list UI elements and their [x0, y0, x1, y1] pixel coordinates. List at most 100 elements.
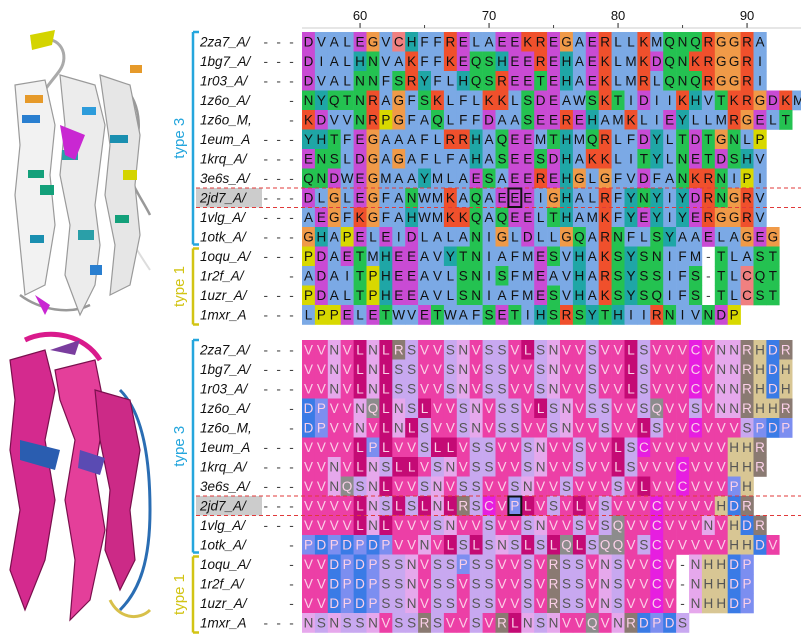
residue-letter: S — [356, 616, 365, 631]
residue-cell — [495, 437, 509, 458]
residue-cell — [650, 359, 664, 380]
residue-cell — [663, 90, 677, 111]
residue-cell — [469, 227, 483, 247]
residue-cell — [637, 51, 651, 72]
residue-letter: V — [510, 518, 519, 533]
residue-letter: W — [341, 171, 354, 186]
residue-letter: R — [549, 557, 559, 572]
residue-letter: N — [394, 401, 404, 416]
residue-letter: R — [703, 35, 713, 50]
residue-cell — [611, 149, 625, 169]
residue-letter: D — [329, 596, 339, 611]
sequence-label: 1uzr_A/ — [200, 288, 248, 303]
residue-cell — [663, 207, 677, 228]
residue-letter: S — [549, 288, 558, 303]
residue-cell — [766, 340, 780, 360]
residue-cell — [547, 266, 561, 286]
residue-letter: N — [729, 401, 739, 416]
residue-cell — [547, 207, 561, 228]
residue-letter: C — [691, 362, 701, 377]
residue-cell — [766, 379, 780, 399]
residue-cell — [495, 90, 509, 111]
residue-cell — [521, 379, 535, 399]
residue-letter: C — [484, 499, 494, 514]
residue-letter: A — [459, 230, 468, 245]
residue-letter: N — [458, 362, 468, 377]
residue-cell — [443, 266, 458, 286]
residue-letter: S — [575, 596, 584, 611]
residue-letter: L — [356, 308, 364, 323]
residue-cell — [302, 207, 316, 228]
residue-cell — [456, 71, 470, 91]
residue-letter: V — [678, 362, 687, 377]
residue-letter: V — [614, 401, 623, 416]
residue-cell — [521, 129, 535, 150]
residue-cell — [689, 457, 703, 477]
residue-cell — [392, 359, 406, 380]
residue-letter: G — [729, 74, 740, 89]
residue-letter: V — [704, 401, 713, 416]
residue-cell — [611, 359, 625, 380]
residue-cell — [521, 437, 535, 458]
residue-letter: G — [393, 93, 404, 108]
residue-letter: R — [755, 440, 765, 455]
residue-cell — [689, 246, 703, 267]
residue-letter: R — [536, 54, 546, 69]
residue-letter: Q — [497, 132, 508, 147]
residue-letter: L — [382, 479, 390, 494]
residue-letter: S — [381, 460, 390, 475]
residue-letter: D — [665, 616, 675, 631]
residue-cell — [534, 437, 548, 458]
residue-cell — [534, 129, 548, 150]
residue-letter: N — [368, 499, 378, 514]
residue-cell — [495, 227, 509, 247]
residue-cell — [779, 379, 793, 399]
residue-letter: L — [692, 113, 700, 128]
residue-cell — [508, 149, 522, 169]
residue-letter: V — [601, 362, 610, 377]
residue-letter: E — [704, 230, 713, 245]
residue-letter: N — [716, 382, 726, 397]
residue-letter: H — [781, 362, 791, 377]
residue-letter: S — [614, 479, 623, 494]
residue-cell — [508, 90, 522, 111]
residue-letter: V — [497, 596, 506, 611]
residue-cell — [366, 129, 380, 150]
residue-cell — [379, 437, 393, 458]
residue-cell — [366, 305, 380, 325]
residue-letter: E — [356, 35, 365, 50]
residue-cell — [701, 437, 716, 458]
residue-cell — [534, 418, 548, 438]
residue-letter: V — [717, 460, 726, 475]
residue-letter: S — [472, 557, 481, 572]
residue-letter: N — [368, 518, 378, 533]
gap-char: - — [289, 460, 294, 475]
sequence-label: 2jd7_A/ — [199, 191, 247, 206]
residue-letter: S — [523, 93, 532, 108]
residue-letter: S — [523, 440, 532, 455]
residue-cell — [443, 149, 458, 169]
residue-letter: Q — [574, 230, 585, 245]
residue-cell — [443, 359, 458, 380]
residue-cell — [650, 285, 664, 306]
residue-cell — [714, 305, 728, 325]
gap-char: - — [264, 74, 269, 89]
residue-cell — [740, 227, 754, 247]
residue-letter: V — [601, 460, 610, 475]
residue-cell — [676, 379, 690, 399]
residue-letter: Q — [471, 54, 482, 69]
residue-letter: V — [678, 440, 687, 455]
residue-letter: V — [420, 382, 429, 397]
residue-letter: H — [729, 460, 739, 475]
residue-cell — [456, 90, 470, 111]
gap-char: - — [264, 132, 269, 147]
residue-cell — [534, 227, 548, 247]
residue-letter: T — [678, 132, 686, 147]
residue-cell — [689, 149, 703, 169]
residue-letter: V — [562, 249, 571, 264]
residue-letter: A — [575, 35, 584, 50]
residue-letter: V — [304, 557, 313, 572]
residue-cell — [443, 227, 458, 247]
residue-letter: D — [304, 35, 314, 50]
residue-cell — [560, 418, 574, 438]
